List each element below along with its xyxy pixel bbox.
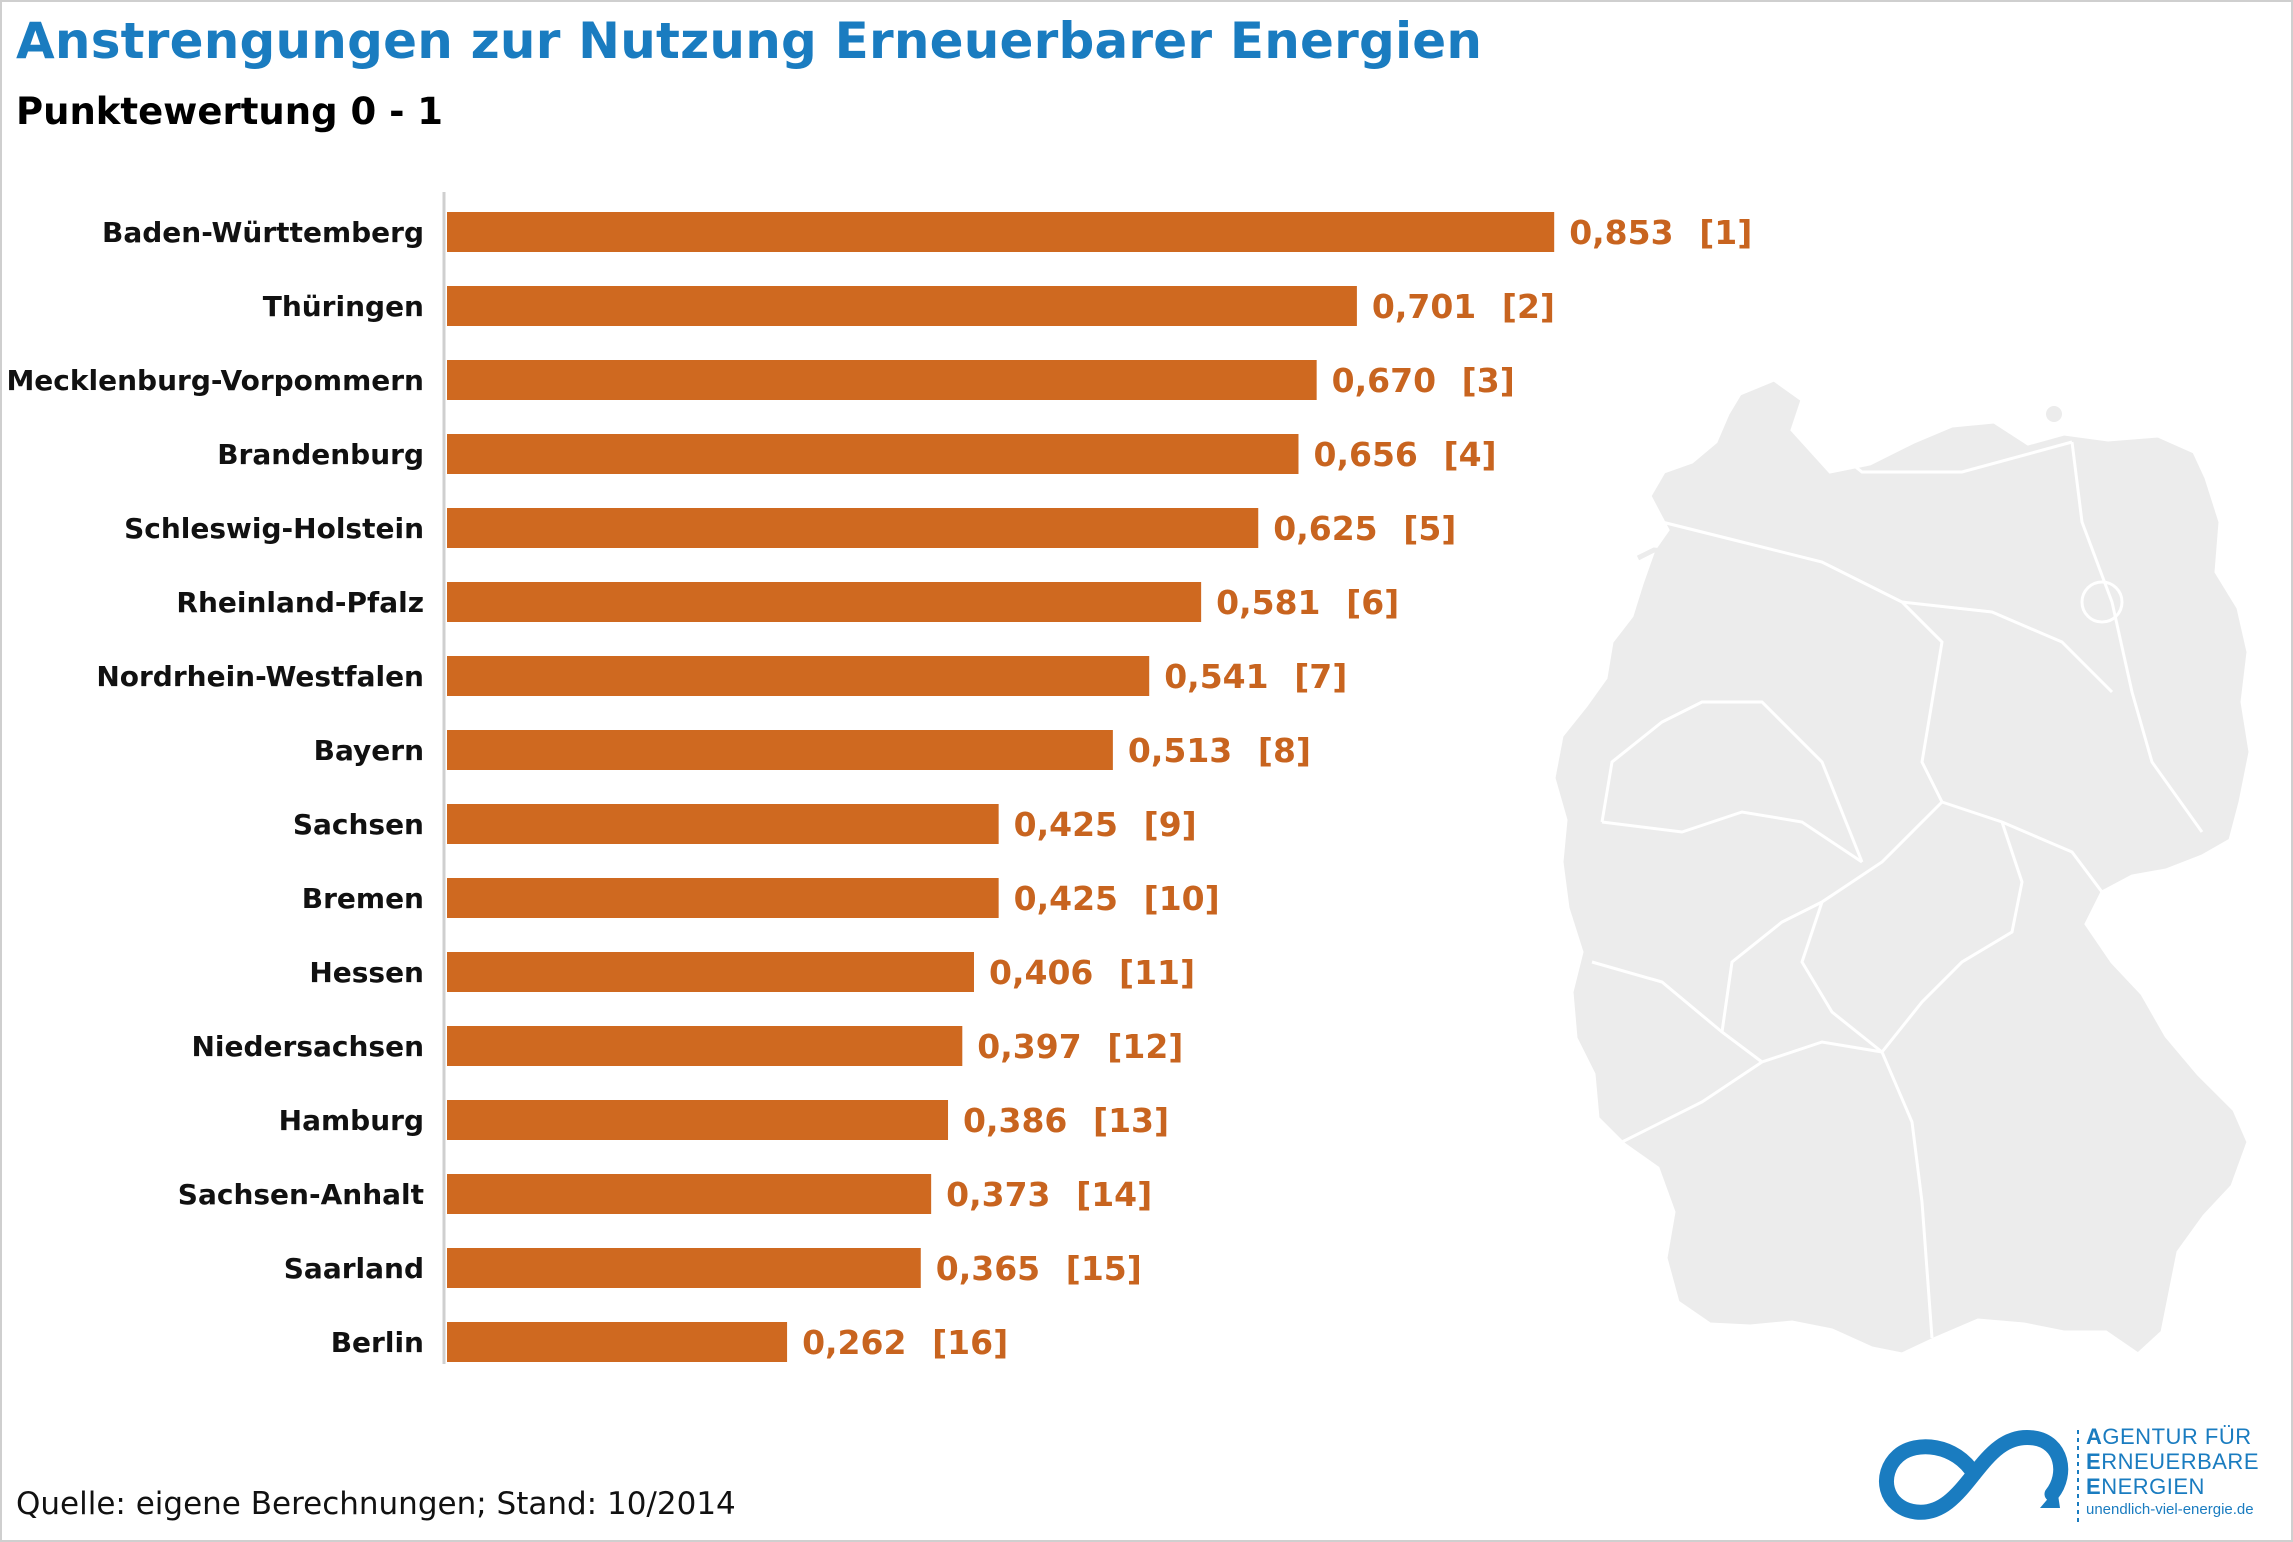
category-label: Rheinland-Pfalz	[176, 586, 424, 619]
value-label: 0,406	[989, 953, 1093, 992]
logo-line-1: AGENTUR FÜR	[2086, 1424, 2252, 1449]
value-label: 0,541	[1164, 657, 1268, 696]
bar	[447, 1248, 921, 1288]
value-label: 0,425	[1014, 879, 1118, 918]
rank-label: [11]	[1119, 953, 1195, 992]
rank-label: [16]	[932, 1323, 1008, 1362]
category-label: Sachsen-Anhalt	[178, 1178, 424, 1211]
bar	[447, 434, 1299, 474]
rank-label: [13]	[1093, 1101, 1169, 1140]
rank-label: [9]	[1144, 805, 1197, 844]
rank-label: [1]	[1699, 213, 1752, 252]
germany-outline	[1552, 378, 2252, 1356]
category-label: Bayern	[314, 734, 424, 767]
bar	[447, 212, 1555, 252]
category-label: Brandenburg	[217, 438, 424, 471]
bar	[447, 360, 1317, 400]
island-shape	[2046, 406, 2062, 422]
rank-label: [2]	[1502, 287, 1555, 326]
logo-url: unendlich-viel-energie.de	[2086, 1501, 2254, 1518]
category-label: Nordrhein-Westfalen	[96, 660, 424, 693]
bar	[447, 1100, 949, 1140]
chart-title: Anstrengungen zur Nutzung Erneuerbarer E…	[16, 12, 1483, 70]
bar	[447, 508, 1259, 548]
category-label: Hamburg	[279, 1104, 424, 1137]
rank-label: [12]	[1107, 1027, 1183, 1066]
bar	[447, 878, 999, 918]
bar	[447, 656, 1150, 696]
logo-line-3: ENERGIEN	[2086, 1474, 2205, 1499]
value-label: 0,701	[1372, 287, 1476, 326]
value-label: 0,581	[1216, 583, 1320, 622]
value-label: 0,625	[1273, 509, 1377, 548]
bars	[447, 212, 1555, 1362]
state-borders	[1591, 432, 2204, 1339]
rank-label: [14]	[1076, 1175, 1152, 1214]
aee-logo-text: AGENTUR FÜR ERNEUERBARE ENERGIEN unendli…	[2086, 1424, 2259, 1518]
category-label: Niedersachsen	[191, 1030, 424, 1063]
value-label: 0,365	[936, 1249, 1040, 1288]
value-label: 0,656	[1313, 435, 1417, 474]
value-label: 0,513	[1128, 731, 1232, 770]
logo-line-2: ERNEUERBARE	[2086, 1449, 2259, 1474]
bar	[447, 1322, 788, 1362]
bar	[447, 582, 1202, 622]
bar	[447, 804, 999, 844]
rank-label: [10]	[1144, 879, 1220, 918]
value-label: 0,670	[1332, 361, 1436, 400]
value-label: 0,397	[977, 1027, 1081, 1066]
rank-label: [5]	[1403, 509, 1456, 548]
category-label: Baden-Württemberg	[102, 216, 424, 249]
value-label: 0,386	[963, 1101, 1067, 1140]
source-note: Quelle: eigene Berechnungen; Stand: 10/2…	[16, 1486, 736, 1522]
chart-subtitle: Punktewertung 0 - 1	[16, 90, 444, 133]
value-labels: 0,853 [1] 0,701 [2] 0,670 [3] 0,656 [4] 0,625 [5]…	[802, 213, 1752, 1362]
rank-label: [7]	[1294, 657, 1347, 696]
bar	[447, 730, 1113, 770]
category-label: Saarland	[284, 1252, 424, 1285]
rank-label: [8]	[1258, 731, 1311, 770]
category-label: Sachsen	[293, 808, 424, 841]
value-label: 0,425	[1014, 805, 1118, 844]
category-label: Hessen	[309, 956, 424, 989]
category-label: Schleswig-Holstein	[124, 512, 424, 545]
rank-label: [3]	[1462, 361, 1515, 400]
category-label: Thüringen	[263, 290, 424, 323]
aee-logo-icon	[1879, 1430, 2079, 1522]
germany-map-illustration	[1552, 378, 2252, 1356]
bar	[447, 952, 974, 992]
rank-label: [6]	[1346, 583, 1399, 622]
category-label: Berlin	[331, 1326, 424, 1359]
rank-label: [15]	[1066, 1249, 1142, 1288]
rank-label: [4]	[1443, 435, 1496, 474]
value-label: 0,262	[802, 1323, 906, 1362]
value-label: 0,373	[946, 1175, 1050, 1214]
category-label: Bremen	[302, 882, 424, 915]
category-label: Mecklenburg-Vorpommern	[6, 364, 424, 397]
bar	[447, 1026, 963, 1066]
bar	[447, 286, 1357, 326]
bar	[447, 1174, 932, 1214]
value-label: 0,853	[1569, 213, 1673, 252]
category-labels: Baden-Württemberg Thüringen Mecklenburg-Vo…	[6, 216, 424, 1359]
coast-islands	[1636, 547, 1713, 561]
